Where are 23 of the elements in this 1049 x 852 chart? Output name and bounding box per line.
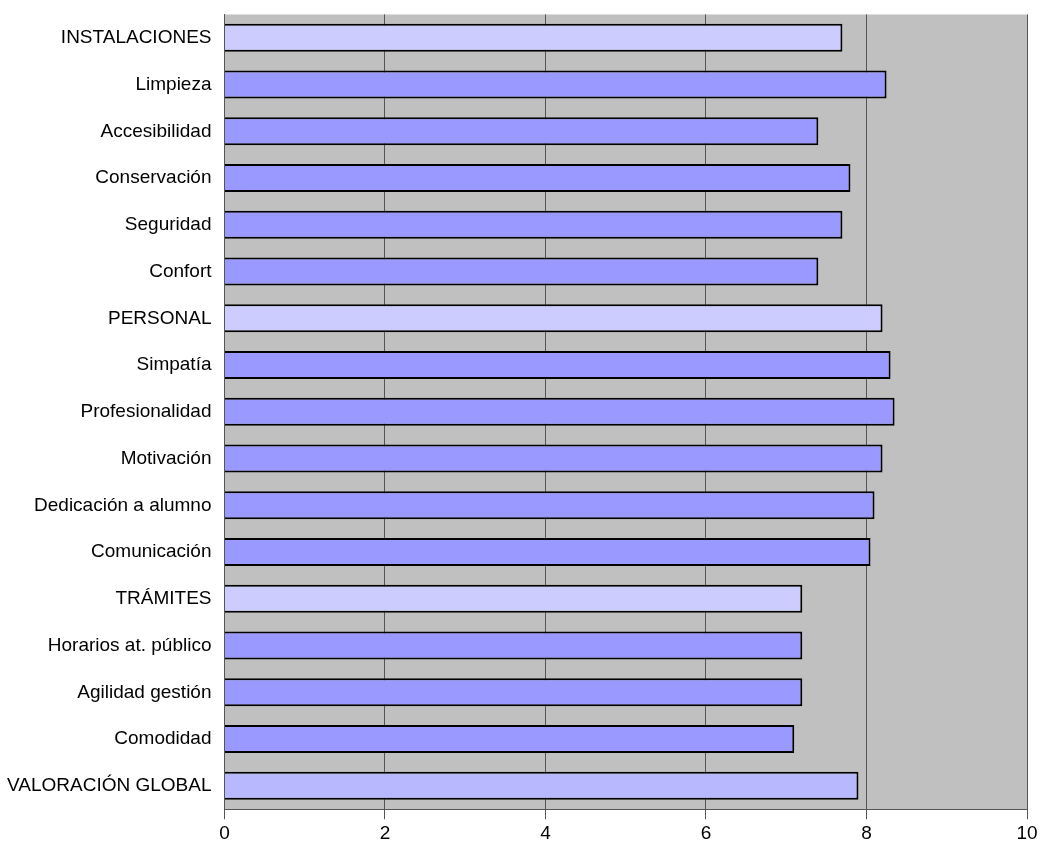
y-tick-label: Comunicación bbox=[91, 540, 212, 562]
x-tick-label: 10 bbox=[1016, 821, 1038, 843]
y-tick-label: TRÁMITES bbox=[115, 587, 212, 609]
y-tick-label: Simpatía bbox=[136, 353, 212, 375]
y-tick-label: Profesionalidad bbox=[80, 400, 212, 422]
y-tick-label: INSTALACIONES bbox=[60, 26, 212, 48]
y-tick-label: Accesibilidad bbox=[100, 119, 212, 141]
x-tick-label: 4 bbox=[540, 821, 552, 843]
y-tick-label: PERSONAL bbox=[108, 306, 212, 328]
y-tick-label: Motivación bbox=[120, 446, 212, 468]
x-tick-label: 8 bbox=[861, 821, 872, 843]
y-tick-label: Conservación bbox=[95, 166, 212, 188]
y-tick-label: Comodidad bbox=[114, 727, 212, 749]
x-tick-label: 2 bbox=[379, 821, 391, 843]
y-tick-label: Confort bbox=[149, 259, 213, 281]
y-tick-label: Dedicación a alumno bbox=[34, 493, 212, 515]
y-tick-label: Limpieza bbox=[135, 72, 212, 94]
y-tick-label: Seguridad bbox=[124, 213, 212, 235]
y-tick-label: VALORACIÓN GLOBAL bbox=[6, 774, 212, 796]
y-tick-label: Horarios at. público bbox=[47, 633, 212, 655]
y-tick-label: Agilidad gestión bbox=[77, 680, 212, 702]
x-tick-label: 0 bbox=[219, 821, 230, 843]
x-tick-label: 6 bbox=[700, 821, 712, 843]
